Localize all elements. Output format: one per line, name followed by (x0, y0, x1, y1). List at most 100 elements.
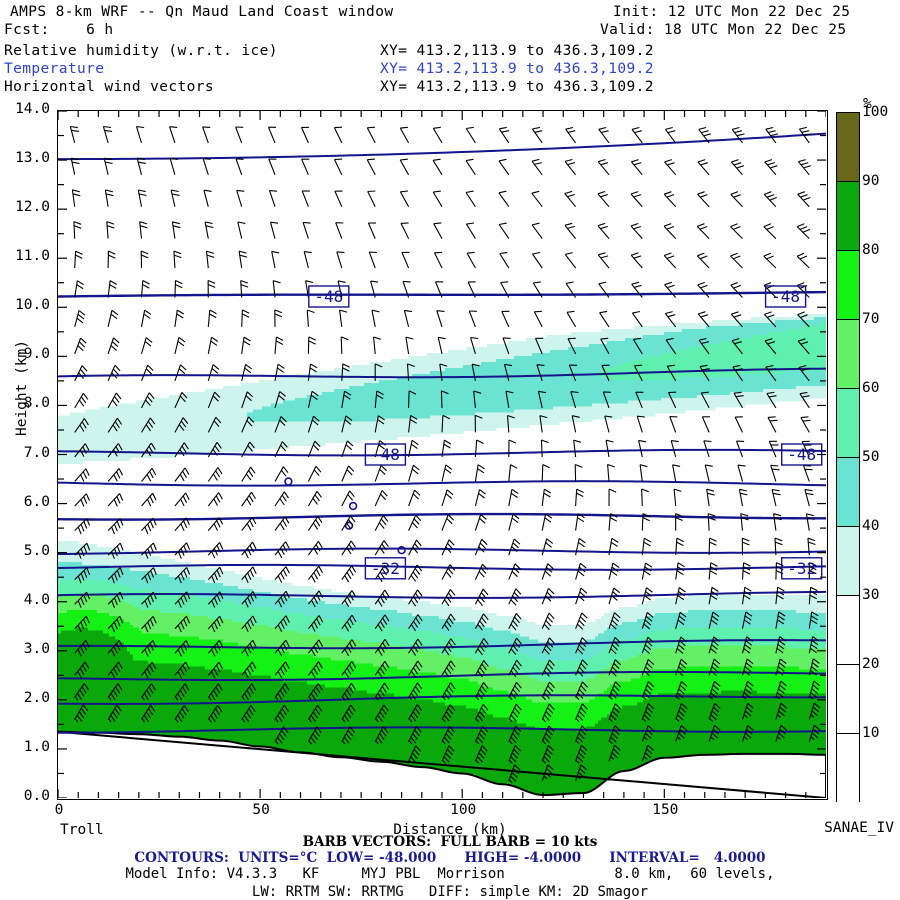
wind-barb (564, 252, 577, 269)
wind-barb (474, 489, 486, 507)
wind-barb (531, 190, 543, 208)
wind-barb (441, 414, 451, 433)
wind-barb (541, 488, 552, 507)
wind-barb (336, 251, 345, 269)
wind-barb (634, 364, 643, 382)
colorbar-tick-label: 90 (862, 173, 880, 189)
wind-barb (808, 562, 817, 580)
wind-barb (441, 613, 456, 631)
wind-barb (241, 615, 257, 633)
wind-barb (241, 683, 257, 701)
wind-barb (474, 660, 489, 678)
wind-barb (501, 310, 510, 328)
wind-barb (74, 280, 84, 298)
wind-barb (366, 126, 376, 144)
wind-barb (74, 639, 90, 657)
wind-barb (441, 682, 456, 701)
wind-barb (641, 513, 651, 531)
x-tick-label: 0 (54, 802, 64, 818)
wind-barb (773, 513, 782, 531)
wind-barb (474, 414, 483, 433)
wind-barb (730, 191, 743, 208)
wind-barb (441, 704, 456, 723)
wind-barb (207, 364, 220, 382)
wind-barb (539, 415, 548, 433)
wind-barb (575, 587, 588, 605)
wind-barb (708, 611, 720, 629)
wind-barb (140, 337, 153, 355)
wind-barb (708, 562, 718, 580)
wind-barb (406, 363, 415, 381)
wind-barb (74, 591, 91, 608)
wind-barb (74, 615, 90, 633)
wind-barb (531, 126, 543, 144)
wind-barb (541, 464, 550, 482)
wind-barb (564, 190, 577, 208)
wind-barb (575, 513, 585, 531)
wind-barb (170, 189, 180, 207)
wind-barb (174, 280, 183, 298)
wind-barb (401, 251, 410, 269)
wind-barb (602, 391, 611, 409)
wind-barb (241, 416, 255, 433)
wind-barb (207, 517, 224, 531)
wind-barb (306, 309, 315, 327)
wind-barb (374, 515, 389, 531)
wind-barb (797, 191, 811, 208)
wind-barb (370, 280, 379, 298)
wind-barb (797, 338, 810, 355)
wind-barb (238, 250, 248, 269)
isotherm (58, 290, 826, 298)
wind-barb (341, 515, 356, 531)
wind-barb (775, 586, 785, 605)
wind-barb (399, 190, 410, 207)
wind-barb (307, 336, 317, 354)
wind-barb (437, 336, 446, 355)
wind-barb (307, 465, 322, 482)
wind-barb (630, 252, 643, 269)
wind-barb (241, 661, 257, 679)
chart-footer: BARB VECTORS: FULL BARB = 10 kts CONTOUR… (0, 830, 900, 900)
wind-barb (274, 516, 290, 531)
wind-barb (341, 661, 357, 679)
wind-barb (174, 704, 189, 723)
wind-barb (341, 490, 355, 507)
wind-barb (374, 660, 390, 678)
wind-barb (174, 336, 186, 355)
wind-barb (740, 513, 749, 531)
wind-barb (341, 726, 356, 745)
wind-barb (107, 280, 117, 298)
wind-barb (575, 744, 588, 764)
wind-barb (508, 703, 522, 723)
y-tick-label: 3.0 (23, 640, 50, 657)
wind-barb (541, 612, 555, 631)
cross-section-plot[interactable]: -48 -48 -48 -48 -32 -32 (57, 110, 828, 800)
wind-barb (106, 221, 115, 239)
wind-barb (74, 704, 89, 723)
wind-barb (204, 221, 214, 239)
wind-barb (541, 538, 554, 556)
wind-barb (675, 537, 684, 556)
wind-barb (374, 540, 389, 556)
forecast-hour: Fcst: 6 h (4, 22, 114, 38)
wind-barb (808, 680, 821, 700)
wind-barb (341, 363, 350, 381)
wind-barb (465, 126, 476, 144)
wind-barb (732, 364, 743, 382)
colorbar[interactable] (836, 112, 860, 803)
wind-barb (541, 703, 555, 723)
wind-barb (531, 158, 543, 176)
wind-barb (708, 636, 720, 654)
wind-barb (207, 683, 223, 701)
wind-barb (174, 542, 191, 559)
wind-barb (675, 513, 683, 531)
colorbar-swatch (837, 527, 859, 596)
wind-barb (102, 125, 113, 144)
wind-barb (474, 682, 489, 701)
wind-barb (205, 250, 215, 269)
wind-barb (337, 280, 346, 298)
wind-barb (366, 158, 376, 176)
wind-barb (708, 586, 719, 605)
wind-barb (774, 537, 783, 556)
wind-barb (805, 513, 815, 531)
